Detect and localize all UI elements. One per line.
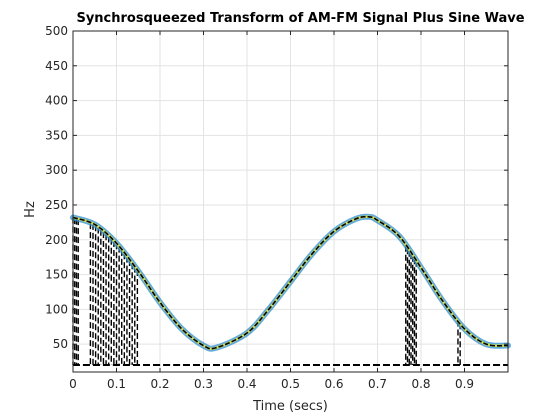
x-tick-label: 0.4 bbox=[237, 377, 256, 391]
x-tick-label: 0.6 bbox=[324, 377, 343, 391]
y-axis-label: Hz bbox=[23, 201, 38, 218]
y-tick-label: 500 bbox=[45, 24, 68, 38]
grid bbox=[72, 30, 508, 372]
y-tick-label: 250 bbox=[45, 198, 68, 212]
x-axis-label: Time (secs) bbox=[252, 399, 328, 414]
x-tick-label: 0.5 bbox=[281, 377, 300, 391]
plot-data bbox=[70, 213, 511, 367]
chart-title: Synchrosqueezed Transform of AM-FM Signa… bbox=[76, 11, 524, 26]
y-tick-label: 150 bbox=[45, 268, 68, 282]
x-tick-label: 0 bbox=[69, 377, 77, 391]
y-tick-label: 50 bbox=[53, 337, 68, 351]
x-tick-label: 0.3 bbox=[194, 377, 213, 391]
x-tick-label: 0.9 bbox=[455, 377, 474, 391]
x-tick-label: 0.8 bbox=[411, 377, 430, 391]
y-tick-label: 450 bbox=[45, 59, 68, 73]
y-tick-label: 300 bbox=[45, 163, 68, 177]
x-tick-label: 0.7 bbox=[368, 377, 387, 391]
y-tick-label: 350 bbox=[45, 128, 68, 142]
y-tick-label: 100 bbox=[45, 302, 68, 316]
series-ridge bbox=[72, 215, 509, 350]
x-tick-label: 0.2 bbox=[150, 377, 169, 391]
ticks: 0 0.1 0.2 0.3 0.4 0.5 0.6 0.7 0.8 0.9 50 100 150 200 2… bbox=[45, 24, 508, 391]
x-tick-label: 0.1 bbox=[107, 377, 126, 391]
y-tick-label: 400 bbox=[45, 94, 68, 108]
y-tick-label: 200 bbox=[45, 233, 68, 247]
